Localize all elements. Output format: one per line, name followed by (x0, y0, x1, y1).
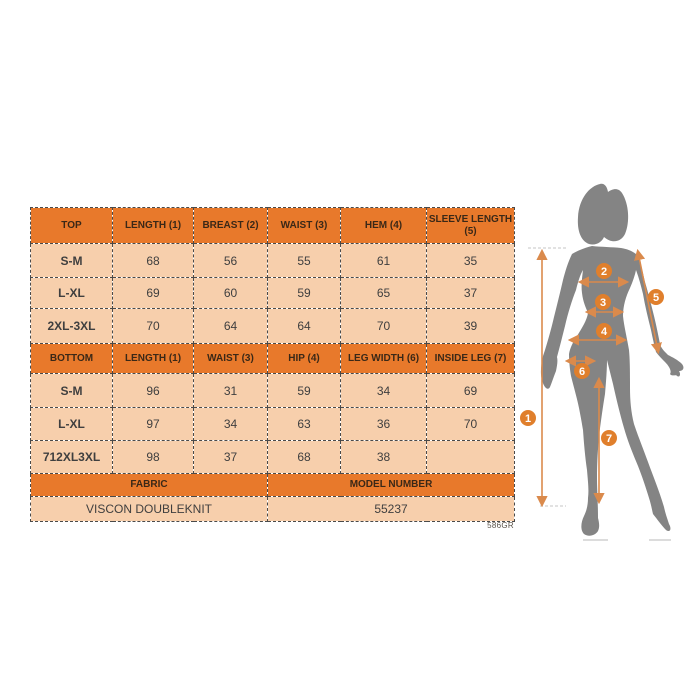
size-cell: 68 (267, 440, 341, 474)
measurement-figure: 1 2 3 4 5 6 7 (520, 183, 684, 541)
size-cell: 70 (112, 308, 194, 344)
marker-number-2: 2 (601, 266, 607, 278)
size-cell: 63 (267, 407, 341, 441)
marker-number-7: 7 (606, 433, 612, 445)
size-cell: 69 (426, 373, 515, 408)
column-header: TOP (30, 207, 113, 244)
size-cell: 68 (112, 243, 194, 278)
model-number-value: 55237 (267, 496, 515, 522)
size-cell (426, 440, 515, 474)
marker-circle-3 (595, 294, 611, 310)
size-cell: 64 (193, 308, 268, 344)
silhouette-body (540, 246, 684, 536)
size-cell: 37 (426, 277, 515, 309)
size-cell: 61 (340, 243, 427, 278)
size-cell: 38 (340, 440, 427, 474)
size-cell: 59 (267, 373, 341, 408)
size-cell: 98 (112, 440, 194, 474)
column-header: LENGTH (1) (112, 207, 194, 244)
column-header: WAIST (3) (193, 343, 268, 374)
sleeve-arrow-5 (634, 248, 662, 355)
marker-circle-5 (648, 289, 664, 305)
marker-circle-7 (601, 430, 617, 446)
size-cell: 70 (340, 308, 427, 344)
size-cell: 96 (112, 373, 194, 408)
column-header: INSIDE LEG (7) (426, 343, 515, 374)
size-cell: 56 (193, 243, 268, 278)
size-chart-table: TOP LENGTH (1) BREAST (2) WAIST (3) HEM … (30, 207, 515, 522)
size-cell: 60 (193, 277, 268, 309)
size-label: 2XL-3XL (30, 308, 113, 344)
size-cell: 37 (193, 440, 268, 474)
column-header: BREAST (2) (193, 207, 268, 244)
fabric-value: VISCON DOUBLEKNIT (30, 496, 268, 522)
size-label: L-XL (30, 277, 113, 309)
size-label: S-M (30, 373, 113, 408)
marker-circle-4 (596, 323, 612, 339)
table-row: L-XL 69 60 59 65 37 (30, 277, 515, 309)
info-header-row: FABRIC MODEL NUMBER (30, 473, 515, 497)
table-row: S-M 96 31 59 34 69 (30, 373, 515, 408)
info-value-row: VISCON DOUBLEKNIT 55237 (30, 496, 515, 522)
top-header-row: TOP LENGTH (1) BREAST (2) WAIST (3) HEM … (30, 207, 515, 244)
column-header: WAIST (3) (267, 207, 341, 244)
column-header: BOTTOM (30, 343, 113, 374)
column-header: LEG WIDTH (6) (340, 343, 427, 374)
table-row: L-XL 97 34 63 36 70 (30, 407, 515, 441)
foot-shadow-left (583, 539, 608, 541)
table-row: S-M 68 56 55 61 35 (30, 243, 515, 278)
foot-shadow-right (649, 539, 671, 541)
table-row: 2XL-3XL 70 64 64 70 39 (30, 308, 515, 344)
marker-number-3: 3 (600, 297, 606, 309)
size-label: S-M (30, 243, 113, 278)
marker-number-5: 5 (653, 292, 659, 304)
table-row: 712XL3XL 98 37 68 38 (30, 440, 515, 474)
bottom-header-row: BOTTOM LENGTH (1) WAIST (3) HIP (4) LEG … (30, 343, 515, 374)
size-cell: 35 (426, 243, 515, 278)
measurement-markers: 1 2 3 4 5 6 7 (520, 263, 664, 446)
marker-number-6: 6 (579, 366, 585, 378)
marker-circle-1 (520, 410, 536, 426)
column-header: HIP (4) (267, 343, 341, 374)
column-header: HEM (4) (340, 207, 427, 244)
style-code-label: 586GR (487, 521, 514, 530)
size-label: 712XL3XL (30, 440, 113, 474)
size-label: L-XL (30, 407, 113, 441)
size-cell: 36 (340, 407, 427, 441)
size-cell: 69 (112, 277, 194, 309)
silhouette-hair (577, 183, 629, 245)
marker-circle-2 (596, 263, 612, 279)
column-header: SLEEVE LENGTH (5) (426, 207, 515, 244)
size-cell: 34 (193, 407, 268, 441)
size-cell: 39 (426, 308, 515, 344)
size-cell: 55 (267, 243, 341, 278)
column-header: LENGTH (1) (112, 343, 194, 374)
size-cell: 65 (340, 277, 427, 309)
woman-silhouette (540, 183, 684, 541)
marker-circle-6 (574, 363, 590, 379)
size-cell: 59 (267, 277, 341, 309)
size-cell: 31 (193, 373, 268, 408)
marker-number-4: 4 (601, 326, 608, 338)
size-cell: 64 (267, 308, 341, 344)
model-number-header: MODEL NUMBER (267, 473, 515, 497)
size-cell: 97 (112, 407, 194, 441)
size-cell: 70 (426, 407, 515, 441)
fabric-header: FABRIC (30, 473, 268, 497)
marker-number-1: 1 (525, 413, 531, 425)
size-cell: 34 (340, 373, 427, 408)
